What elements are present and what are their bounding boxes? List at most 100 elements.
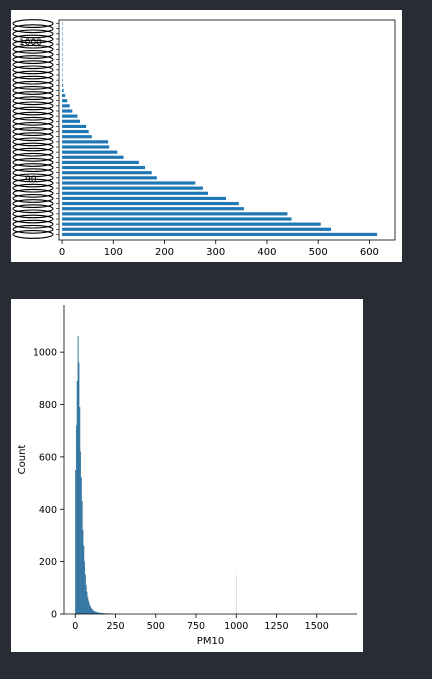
y-tick-label-smudge (12, 96, 54, 106)
histogram-bar (87, 596, 89, 615)
y-tick-label-smudge (12, 70, 54, 80)
x-tick-label: 1500 (305, 621, 329, 632)
bar (62, 140, 109, 144)
y-tick-label: 400 (39, 505, 57, 516)
y-tick-label-smudge (12, 188, 54, 198)
y-tick-label-smudge (12, 65, 54, 75)
x-tick-label: 600 (360, 247, 379, 258)
horizontal-bar-chart: 1000 90 0 100 200 300 400 500 600 (12, 19, 396, 258)
y-tick-label-smudge (12, 91, 54, 100)
bar (62, 27, 63, 31)
bar (62, 109, 73, 113)
histogram-bar (236, 574, 238, 614)
bar (62, 37, 63, 41)
histogram-bar (75, 469, 77, 615)
histogram-bar (84, 561, 86, 615)
bar (62, 73, 63, 77)
bar (62, 78, 63, 82)
histogram-bar (93, 611, 95, 615)
bar (62, 186, 203, 190)
bar (62, 129, 89, 134)
y-tick-label-smudge (12, 142, 54, 152)
bar (62, 150, 118, 154)
bar (62, 155, 124, 159)
y-tick-label-smudge (12, 44, 54, 54)
y-tick-label-smudge (12, 122, 54, 131)
histogram-bar (92, 610, 94, 615)
bar (62, 196, 226, 201)
histogram-bar (84, 574, 86, 615)
bar (62, 171, 152, 175)
histogram-bar (80, 477, 82, 615)
y-tick-label: 600 (39, 452, 57, 463)
y-tick-label-smudge (12, 214, 54, 224)
y-axis-label: Count (17, 445, 28, 475)
bar (62, 47, 63, 51)
bar (62, 212, 288, 216)
histogram-bar (92, 609, 94, 615)
x-tick-label: 100 (104, 247, 123, 258)
x-tick-label: 1000 (224, 621, 248, 632)
histogram-bar (75, 425, 77, 615)
x-tick-label: 250 (106, 621, 124, 632)
histogram-bar (83, 545, 85, 615)
y-tick-label-smudge (12, 194, 54, 203)
bar (62, 160, 139, 165)
bar (62, 93, 66, 98)
bar (62, 68, 63, 72)
x-tick-label: 300 (206, 247, 225, 258)
x-tick-label: 500 (309, 247, 328, 258)
y-tick-label-smudge (12, 50, 54, 59)
histogram-bar (79, 407, 81, 615)
x-tick-label: 750 (187, 621, 205, 632)
pm10-histogram: 0 200 400 600 800 1000 0 250 500 750 1000 1250 1500 P… (17, 305, 357, 647)
bar (62, 99, 68, 103)
y-tick-label-smudge (12, 204, 54, 214)
x-tick-label: 500 (147, 621, 165, 632)
y-tick-label-smudge (12, 168, 54, 178)
bar (62, 42, 63, 46)
y-tick-label-smudge (12, 230, 54, 239)
bar (62, 21, 63, 26)
histogram-bar (88, 600, 90, 615)
y-tick-label-smudge (12, 19, 54, 28)
bar (62, 104, 70, 108)
y-tick-label-smudge (12, 158, 54, 167)
bar (62, 124, 87, 129)
bar (62, 88, 64, 93)
y-tick-label-smudge (12, 199, 54, 208)
histogram-bar (90, 607, 92, 615)
y-tick-label: 0 (51, 610, 57, 621)
y-tick-label-smudge (12, 75, 54, 85)
y-tick-label: 800 (39, 400, 57, 411)
y-tick-label-smudge (12, 39, 54, 49)
y-tick-label-smudge (12, 147, 54, 157)
x-tick-label: 400 (257, 247, 276, 258)
x-tick-label: 0 (72, 621, 78, 632)
bar (62, 181, 196, 185)
bar (62, 227, 331, 231)
bar (62, 63, 63, 67)
y-tick-label-smudge (12, 60, 54, 70)
bar (62, 135, 92, 139)
bar (62, 165, 146, 170)
histogram-bar (86, 591, 88, 615)
y-tick-label-smudge (12, 55, 54, 64)
bar (62, 217, 292, 221)
y-tick-label: 200 (39, 557, 57, 568)
histogram-bar (79, 451, 82, 615)
bar (62, 191, 209, 195)
y-tick-label-smudge (12, 101, 54, 111)
histogram-bar (88, 603, 90, 615)
bar (62, 32, 63, 36)
bar (62, 201, 239, 206)
x-tick-label: 1250 (264, 621, 288, 632)
y-tick-label-smudge (12, 163, 54, 172)
bar (62, 119, 80, 123)
plot-frame (58, 19, 396, 241)
histogram-bar (81, 501, 83, 615)
y-tick-label-smudge (12, 127, 54, 136)
y-tick-label-smudge (12, 34, 54, 44)
histogram-bar (89, 606, 91, 615)
bar-chart-panel: 1000 90 0 100 200 300 400 500 600 (11, 10, 402, 262)
